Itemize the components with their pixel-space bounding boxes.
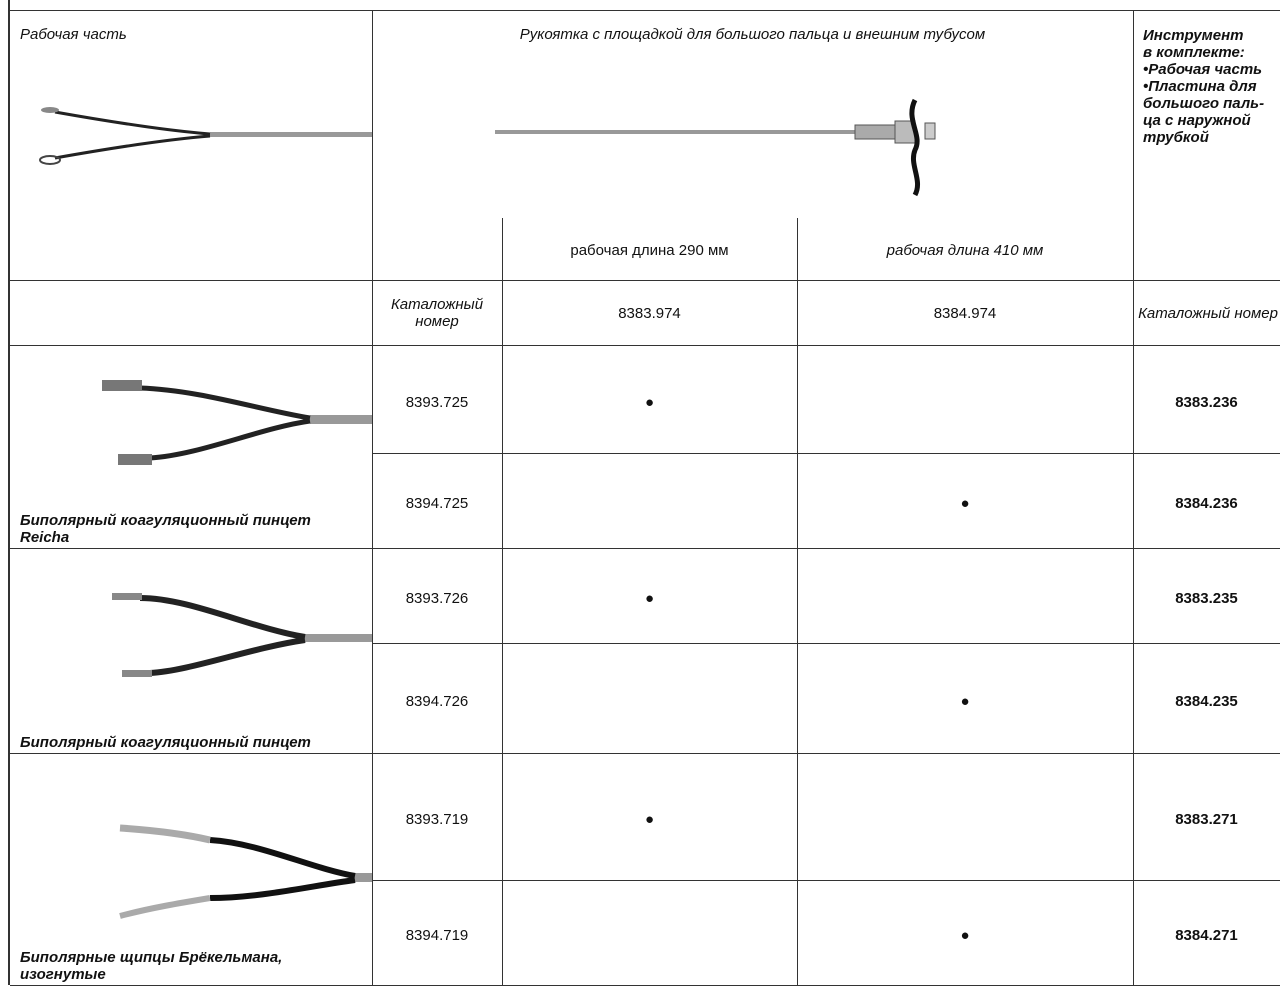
working-part-image	[39, 107, 372, 165]
border	[8, 10, 1280, 11]
border	[502, 218, 503, 985]
set-line: •Пластина для	[1143, 78, 1257, 95]
set-number: 8383.271	[1175, 811, 1238, 828]
catalog-label: Каталожный номер	[1138, 304, 1278, 322]
availability-dot: ●	[644, 811, 655, 828]
instrument-name: Биполярные щипцы Брёкельмана, изогнутые	[20, 949, 283, 983]
set-line: Инструмент	[1143, 27, 1244, 44]
set-number: 8384.271	[1175, 927, 1238, 944]
availability-dot: ●	[644, 393, 655, 411]
working-part-title: Рабочая часть	[20, 26, 127, 43]
set-line: ца с наружной	[1143, 112, 1251, 129]
set-number: 8384.236	[1175, 495, 1238, 512]
handle-number: 8383.974	[618, 304, 681, 322]
border	[10, 280, 1280, 281]
set-number: 8383.235	[1175, 590, 1238, 607]
border	[8, 0, 10, 985]
catalog-number: 8393.719	[405, 811, 469, 828]
border	[372, 643, 1280, 644]
instrument-name: Биполярный коагуляционный пинцет	[20, 734, 311, 751]
catalog-number: 8394.719	[405, 927, 469, 944]
catalog-number: 8393.726	[405, 590, 469, 607]
set-line: трубкой	[1143, 129, 1209, 146]
instrument-image	[112, 593, 372, 677]
set-line: •Рабочая часть	[1143, 61, 1263, 78]
border	[10, 753, 1280, 754]
handle-title: Рукоятка с площадкой для большого пальца…	[519, 26, 986, 43]
border	[372, 453, 1280, 454]
border	[797, 218, 798, 985]
instrument-image	[102, 380, 372, 465]
set-title: Инструмент в комплекте: •Рабочая часть •Пла…	[1143, 27, 1280, 146]
set-line: большого паль-	[1143, 95, 1265, 112]
availability-dot: ●	[960, 495, 970, 512]
set-number: 8384.235	[1175, 692, 1238, 710]
border	[372, 880, 1280, 881]
set-number: 8383.236	[1175, 393, 1238, 411]
catalog-number: 8394.726	[405, 692, 469, 710]
availability-dot: ●	[644, 590, 655, 607]
handle-number: 8384.974	[933, 304, 997, 322]
border	[10, 345, 1280, 346]
handle-image	[495, 98, 936, 197]
set-line: в комплекте:	[1143, 44, 1245, 61]
availability-dot: ●	[960, 692, 970, 710]
catalog-number: 8394.725	[405, 495, 469, 512]
catalog-label: Каталожный номер	[390, 296, 484, 330]
border	[1133, 10, 1134, 985]
catalog-number: 8393.725	[405, 393, 469, 411]
length: рабочая длина 410 мм	[886, 242, 1044, 259]
instrument-image	[119, 824, 372, 919]
border	[372, 10, 373, 985]
border	[10, 548, 1280, 549]
instrument-name: Биполярный коагуляционный пинцет Reicha	[20, 512, 311, 546]
length: рабочая длина 290 мм	[570, 242, 729, 259]
availability-dot: ●	[960, 927, 970, 944]
